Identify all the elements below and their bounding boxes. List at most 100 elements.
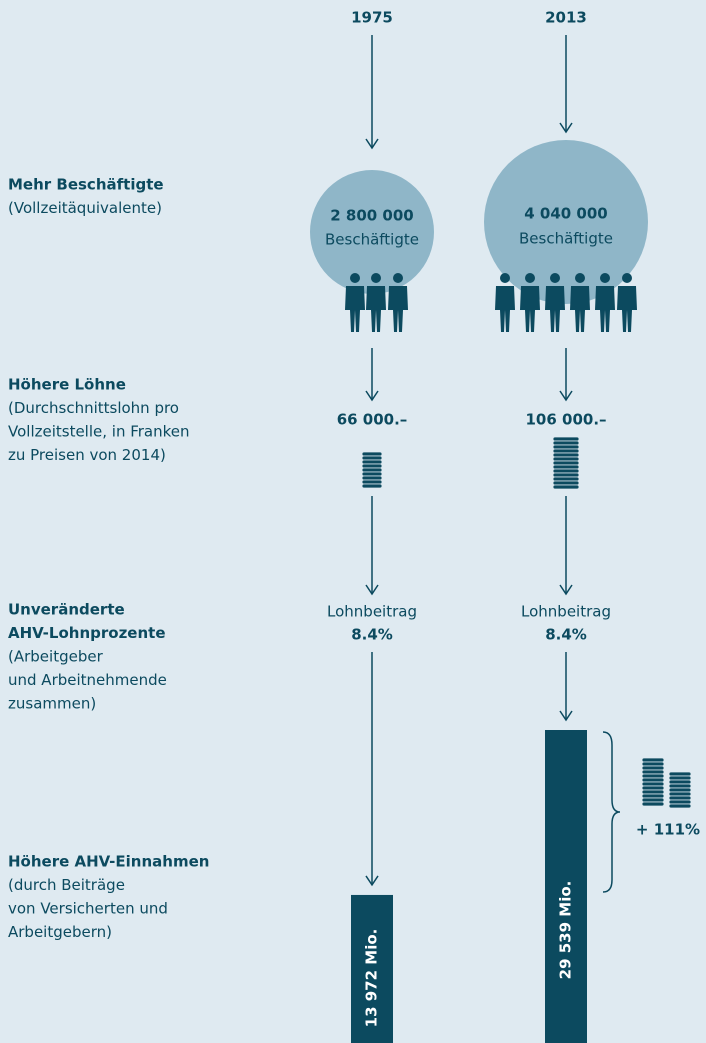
employees: 2 800 000 — [330, 207, 414, 225]
coin — [668, 779, 692, 785]
coin — [552, 468, 580, 474]
coin — [552, 452, 580, 458]
section-text: (Arbeitgeber — [8, 648, 104, 666]
coin — [641, 797, 665, 803]
person-body — [495, 286, 515, 332]
person-body — [388, 286, 408, 332]
person-body — [520, 286, 540, 332]
coin — [668, 787, 692, 793]
coin — [668, 799, 692, 805]
section-title: Unveränderte — [8, 601, 125, 619]
contribution-label: Lohnbeitrag — [521, 603, 611, 621]
employees-circle — [310, 170, 434, 294]
coin — [641, 757, 665, 763]
person-head — [550, 273, 560, 283]
section-text: zu Preisen von 2014) — [8, 446, 166, 464]
employees: 4 040 000 — [524, 205, 608, 223]
brace — [602, 731, 621, 893]
revenue-bar — [545, 730, 587, 1043]
employees-unit: Beschäftigte — [325, 231, 419, 249]
coin — [552, 476, 580, 482]
coin — [552, 448, 580, 454]
coin — [361, 475, 383, 481]
employees-unit: Beschäftigte — [519, 230, 613, 248]
arrowhead — [365, 875, 379, 887]
section-text: zusammen) — [8, 695, 96, 713]
coin — [361, 451, 383, 457]
coin — [552, 440, 580, 446]
revenue-label: 13 972 Mio. — [363, 929, 381, 1028]
revenue-label: 29 539 Mio. — [557, 881, 575, 980]
coin — [668, 771, 692, 777]
person-head — [575, 273, 585, 283]
person-head — [525, 273, 535, 283]
section-text: Arbeitgebern) — [8, 923, 112, 941]
arrowhead — [365, 390, 379, 402]
coin — [361, 467, 383, 473]
person-body — [617, 286, 637, 332]
year: 1975 — [351, 9, 393, 27]
contribution-rate: 8.4% — [545, 626, 587, 644]
person-head — [600, 273, 610, 283]
coin — [552, 444, 580, 450]
coin — [641, 777, 665, 783]
person-body — [595, 286, 615, 332]
coin — [668, 795, 692, 801]
person-body — [570, 286, 590, 332]
arrowhead — [559, 710, 573, 722]
section-text: (durch Beiträge — [8, 876, 125, 894]
coin — [361, 463, 383, 469]
salary: 106 000.– — [525, 411, 606, 429]
coin — [641, 793, 665, 799]
coin — [552, 480, 580, 486]
arrowhead — [559, 122, 573, 134]
coin — [668, 783, 692, 789]
section-title: Höhere AHV-Einnahmen — [8, 853, 209, 871]
person-head — [393, 273, 403, 283]
coin — [552, 484, 580, 490]
coin — [641, 773, 665, 779]
coin — [552, 460, 580, 466]
employees-circle — [484, 140, 648, 304]
section-text: (Vollzeitäquivalente) — [8, 199, 162, 217]
revenue-bar — [351, 894, 393, 1043]
section-title: Mehr Beschäftigte — [8, 176, 164, 194]
coin — [641, 765, 665, 771]
arrowhead — [559, 390, 573, 402]
coin — [668, 775, 692, 781]
person-body — [366, 286, 386, 332]
year: 2013 — [545, 9, 587, 27]
coin — [552, 464, 580, 470]
coin — [361, 479, 383, 485]
section-text: und Arbeitnehmende — [8, 671, 167, 689]
section-title: AHV-Lohnprozente — [8, 624, 166, 642]
arrowhead — [365, 584, 379, 596]
coin — [361, 459, 383, 465]
section-text: Vollzeitstelle, in Franken — [8, 423, 190, 441]
coin — [641, 761, 665, 767]
contribution-label: Lohnbeitrag — [327, 603, 417, 621]
coin — [552, 472, 580, 478]
coin — [641, 769, 665, 775]
person-head — [371, 273, 381, 283]
arrowhead — [559, 584, 573, 596]
coin — [361, 483, 383, 489]
section-title: Höhere Löhne — [8, 376, 126, 394]
coin — [668, 791, 692, 797]
coin — [641, 801, 665, 807]
coin — [361, 455, 383, 461]
section-text: von Versicherten und — [8, 900, 168, 918]
coin — [641, 789, 665, 795]
coin — [641, 781, 665, 787]
coin — [361, 471, 383, 477]
person-body — [345, 286, 365, 332]
arrowhead — [365, 138, 379, 150]
coin — [552, 436, 580, 442]
coin — [668, 803, 692, 809]
person-head — [622, 273, 632, 283]
person-head — [500, 273, 510, 283]
salary: 66 000.– — [337, 411, 408, 429]
person-body — [545, 286, 565, 332]
contribution-rate: 8.4% — [351, 626, 393, 644]
